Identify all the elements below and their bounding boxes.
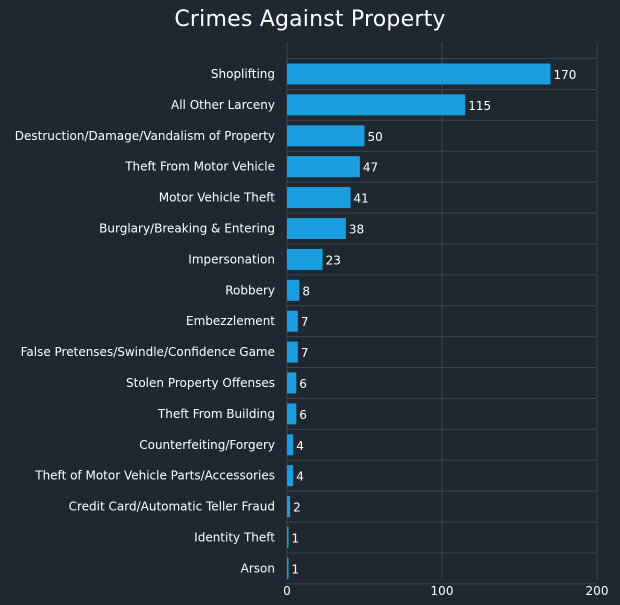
data-label: 6 [299, 408, 307, 422]
category-labels: Shoplifting All Other Larceny Destruction/… [15, 67, 276, 575]
bar [287, 372, 297, 394]
bars [287, 63, 551, 579]
bar [287, 496, 291, 518]
x-tick-label: 100 [431, 584, 454, 598]
data-label: 2 [293, 501, 301, 515]
data-label: 115 [468, 99, 491, 113]
data-label: 1 [292, 532, 300, 546]
data-label: 47 [363, 161, 378, 175]
category-label: Robbery [225, 283, 275, 297]
data-label: 23 [326, 253, 341, 267]
data-label: 41 [354, 192, 369, 206]
category-label: Embezzlement [186, 314, 275, 328]
bar [287, 218, 346, 239]
category-label: Arson [241, 561, 275, 575]
bar [287, 403, 297, 425]
bar [287, 248, 323, 270]
bar [287, 279, 300, 301]
category-label: All Other Larceny [171, 98, 275, 112]
data-label: 4 [296, 439, 304, 453]
bar [287, 156, 360, 178]
category-label: Theft From Building [157, 407, 275, 421]
bar [287, 527, 289, 548]
bar [287, 187, 351, 209]
bar [287, 63, 551, 85]
category-label: Theft From Motor Vehicle [124, 160, 275, 174]
category-label: Credit Card/Automatic Teller Fraud [69, 500, 275, 514]
data-label: 8 [302, 284, 310, 298]
bar [287, 310, 298, 332]
category-label: Identity Theft [194, 531, 275, 545]
value-labels: 170 115 50 47 41 38 23 8 7 7 6 6 4 4 2 1 1 [292, 68, 577, 576]
category-label: Burglary/Breaking & Entering [99, 222, 275, 236]
bar [287, 465, 294, 487]
chart-title: Crimes Against Property [174, 7, 446, 32]
data-label: 7 [301, 346, 309, 360]
data-label: 1 [292, 562, 300, 576]
data-label: 7 [301, 315, 309, 329]
x-tick-label: 200 [586, 584, 609, 598]
category-label: Destruction/Damage/Vandalism of Property [15, 129, 275, 143]
category-label: False Pretenses/Swindle/Confidence Game [21, 345, 275, 359]
grid-lines [286, 42, 598, 585]
category-label: Counterfeiting/Forgery [139, 438, 275, 452]
category-label: Shoplifting [211, 67, 275, 81]
bar [287, 434, 294, 456]
data-label: 170 [554, 68, 577, 82]
data-label: 38 [349, 223, 364, 237]
x-tick-label: 0 [283, 584, 291, 598]
bar [287, 94, 466, 116]
data-label: 50 [368, 130, 383, 144]
category-label: Theft of Motor Vehicle Parts/Accessories [34, 469, 275, 483]
category-label: Motor Vehicle Theft [159, 191, 276, 205]
data-label: 6 [299, 377, 307, 391]
data-label: 4 [296, 470, 304, 484]
bar [287, 125, 365, 147]
x-axis-ticks: 0 100 200 [283, 584, 608, 598]
bar [287, 557, 289, 579]
category-label: Stolen Property Offenses [126, 376, 275, 390]
bar [287, 341, 298, 363]
category-label: Impersonation [188, 252, 275, 266]
